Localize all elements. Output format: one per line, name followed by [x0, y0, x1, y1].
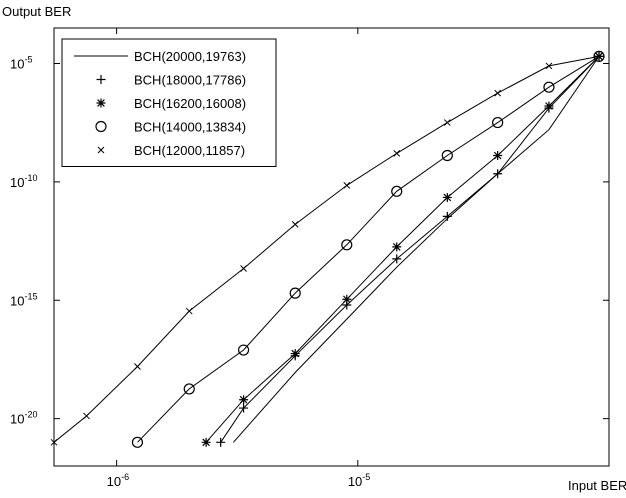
legend-entry-label: BCH(14000,13834) — [134, 120, 246, 135]
data-point-star — [392, 242, 402, 252]
legend-entry-label: BCH(16200,16008) — [134, 96, 246, 111]
data-point-circle — [391, 185, 403, 197]
axes-frame — [53, 27, 610, 467]
series-line-4 — [137, 55, 600, 443]
data-point-plus — [239, 403, 249, 413]
y-tick-label: 10-10 — [10, 173, 37, 190]
data-point-plus — [96, 75, 106, 84]
legend-entry-label: BCH(12000,11857) — [134, 143, 245, 158]
data-point-x — [50, 438, 58, 446]
series-line-1 — [233, 56, 600, 443]
data-point-star — [290, 349, 300, 359]
data-point-x — [291, 221, 299, 228]
data-point-star — [342, 294, 352, 304]
y-tick-label: 10-5 — [10, 55, 32, 72]
data-point-circle — [95, 120, 107, 133]
data-point-x — [97, 146, 105, 154]
x-tick-label: 10-5 — [348, 472, 370, 489]
data-point-x — [134, 363, 141, 370]
data-point-star — [493, 151, 503, 161]
data-point-x — [393, 150, 401, 157]
data-point-star — [442, 192, 452, 202]
data-point-circle — [543, 81, 555, 93]
data-point-circle — [237, 344, 250, 356]
data-point-plus — [493, 169, 503, 179]
data-point-plus — [216, 437, 226, 447]
data-point-circle — [289, 287, 301, 299]
data-point-star — [544, 101, 554, 111]
data-point-x — [545, 62, 553, 70]
data-point-circle — [341, 239, 353, 251]
x-axis-label: Input BER — [568, 478, 626, 493]
series-line-2 — [220, 56, 600, 443]
data-point-star — [96, 98, 106, 108]
x-tick-label: 10-6 — [107, 472, 129, 489]
legend: BCH(20000,19763) BCH(18000,17786) BCH(1620… — [61, 38, 277, 167]
data-point-x — [443, 119, 451, 126]
data-point-x — [595, 53, 603, 60]
legend-entry-label: BCH(18000,17786) — [134, 73, 246, 88]
data-point-star — [239, 395, 249, 405]
y-tick-label: 10-15 — [10, 291, 37, 308]
data-point-circle — [441, 149, 453, 162]
data-point-circle — [593, 50, 605, 62]
data-point-x — [343, 182, 351, 189]
plot-area: 10-6 10-5 10-5 10-10 10-15 10-20 — [10, 27, 610, 489]
y-tick-label: 10-20 — [10, 410, 37, 427]
data-point-x — [185, 307, 193, 315]
legend-entry-label: BCH(20000,19763) — [134, 49, 246, 64]
data-point-x — [83, 412, 90, 420]
data-point-x — [494, 89, 502, 97]
y-axis-label: Output BER — [2, 4, 71, 19]
series-line-5 — [54, 55, 600, 443]
data-point-circle — [131, 436, 144, 448]
data-point-circle — [492, 116, 504, 129]
data-point-plus — [392, 254, 402, 264]
data-point-circle — [183, 383, 195, 395]
data-point-x — [240, 265, 247, 272]
data-point-plus — [442, 211, 452, 221]
data-point-star — [201, 437, 211, 447]
